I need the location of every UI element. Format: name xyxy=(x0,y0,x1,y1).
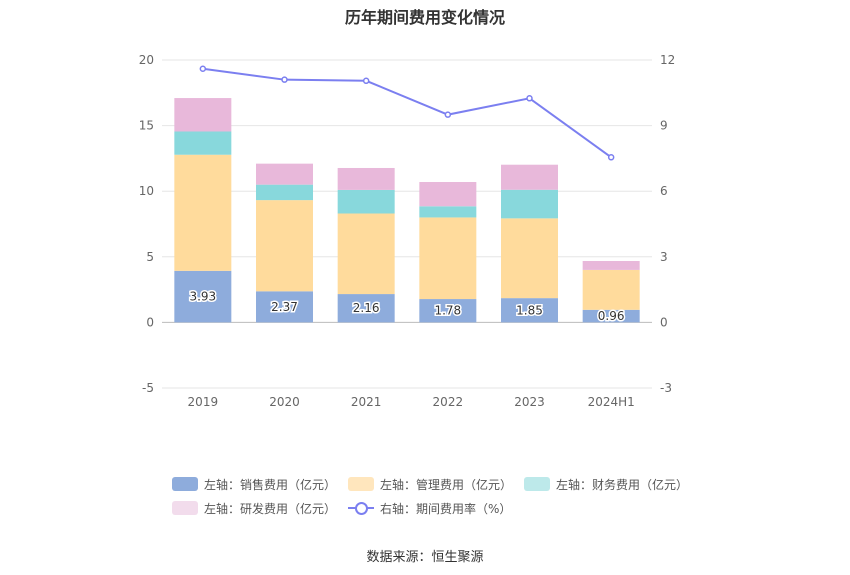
legend-swatch-finance xyxy=(524,477,551,491)
bar-segment xyxy=(582,260,640,270)
right-axis: -3 0 3 6 9 12 xyxy=(660,53,675,395)
left-tick-label: 0 xyxy=(146,315,154,329)
x-tick-label: 2020 xyxy=(269,395,300,409)
rate-point xyxy=(444,111,452,118)
rate-line-path xyxy=(202,67,612,159)
rate-point xyxy=(607,154,615,161)
bar-value-label: 1.78 xyxy=(434,304,461,318)
right-tick-label: 3 xyxy=(660,250,668,264)
right-tick-label: 12 xyxy=(660,53,675,67)
bar-segment xyxy=(582,269,640,310)
bar-segment xyxy=(419,217,477,300)
legend-item-finance[interactable]: 左轴：财务费用（亿元） xyxy=(524,476,688,493)
rate-point xyxy=(199,65,207,72)
bar-segment xyxy=(256,291,313,323)
bar-value-label: 1.85 xyxy=(516,303,543,317)
legend-label-rate: 右轴：期间费用率（%） xyxy=(380,501,512,516)
legend-label-admin: 左轴：管理费用（亿元） xyxy=(380,477,513,492)
chart-title: 历年期间费用变化情况 xyxy=(344,8,505,27)
x-tick-label: 2021 xyxy=(351,395,382,409)
bar-value-label: 2.37 xyxy=(271,300,298,314)
x-tick-label: 2022 xyxy=(433,395,464,409)
legend-swatch-sales xyxy=(172,477,198,491)
legend-swatch-admin xyxy=(348,477,375,491)
legend-item-rate[interactable]: 右轴：期间费用率（%） xyxy=(348,500,511,517)
rate-line xyxy=(199,65,615,161)
bar-segment xyxy=(256,184,313,201)
legend-item-rnd[interactable]: 左轴：研发费用（亿元） xyxy=(172,500,336,517)
left-tick-label: 20 xyxy=(139,53,154,67)
right-tick-label: 9 xyxy=(660,119,668,133)
bar-segment xyxy=(501,218,558,299)
bar-segment xyxy=(419,182,477,207)
rate-point xyxy=(362,77,370,85)
legend-item-admin[interactable]: 左轴：管理费用（亿元） xyxy=(348,476,512,493)
bar-labels: 3.93 2.37 2.16 1.78 1.85 0.96 xyxy=(188,288,626,324)
x-axis: 2019 2020 2021 2022 2023 2024H1 xyxy=(188,395,635,409)
source-note: 数据来源：恒生聚源 xyxy=(366,550,484,565)
left-axis: -5 0 5 10 15 20 xyxy=(139,53,154,395)
bar-value-label: 3.93 xyxy=(189,290,216,304)
x-tick-label: 2023 xyxy=(514,395,545,409)
legend-swatch-rnd xyxy=(172,501,198,515)
bar-segment xyxy=(501,189,558,219)
bars xyxy=(174,98,640,323)
bar-segment xyxy=(174,131,232,155)
right-tick-label: 6 xyxy=(660,184,668,198)
bar-segment xyxy=(337,189,395,214)
left-tick-label: 10 xyxy=(139,184,154,198)
legend-label-finance: 左轴：财务费用（亿元） xyxy=(556,477,689,492)
bar-segment xyxy=(174,270,232,323)
bar-segment xyxy=(419,299,477,323)
bar-segment xyxy=(501,298,558,323)
x-tick-label: 2024H1 xyxy=(588,395,635,409)
grid-lines xyxy=(162,59,652,389)
legend-item-sales[interactable]: 左轴：销售费用（亿元） xyxy=(172,476,336,493)
right-tick-label: 0 xyxy=(660,315,668,329)
legend-label-sales: 左轴：销售费用（亿元） xyxy=(204,477,337,492)
chart-plot: -5 0 5 10 15 20 -3 0 3 6 9 12 3.93 2.37 2.16 1.78 1.85… xyxy=(139,53,676,409)
legend-label-rnd: 左轴：研发费用（亿元） xyxy=(204,501,337,516)
bar-segment xyxy=(337,294,395,323)
bar-segment xyxy=(337,167,395,190)
bar-segment xyxy=(582,309,640,323)
bar-segment xyxy=(256,200,313,292)
bar-segment xyxy=(256,163,313,185)
right-tick-label: -3 xyxy=(660,381,672,395)
bar-value-label: 0.96 xyxy=(598,309,625,323)
legend-line-icon xyxy=(348,501,375,515)
bar-segment xyxy=(174,154,232,271)
bar-segment xyxy=(501,164,558,190)
legend: 左轴：销售费用（亿元） 左轴：管理费用（亿元） 左轴：财务费用（亿元） 左轴：研… xyxy=(172,472,692,520)
left-tick-label: 15 xyxy=(139,119,154,133)
bar-segment xyxy=(419,206,477,218)
left-tick-label: -5 xyxy=(142,381,154,395)
bar-value-label: 2.16 xyxy=(353,301,380,315)
left-tick-label: 5 xyxy=(146,250,154,264)
rate-point xyxy=(526,95,533,102)
bar-segment xyxy=(337,213,395,295)
x-tick-label: 2019 xyxy=(188,395,219,409)
rate-point xyxy=(281,76,288,83)
bar-segment xyxy=(174,98,232,132)
